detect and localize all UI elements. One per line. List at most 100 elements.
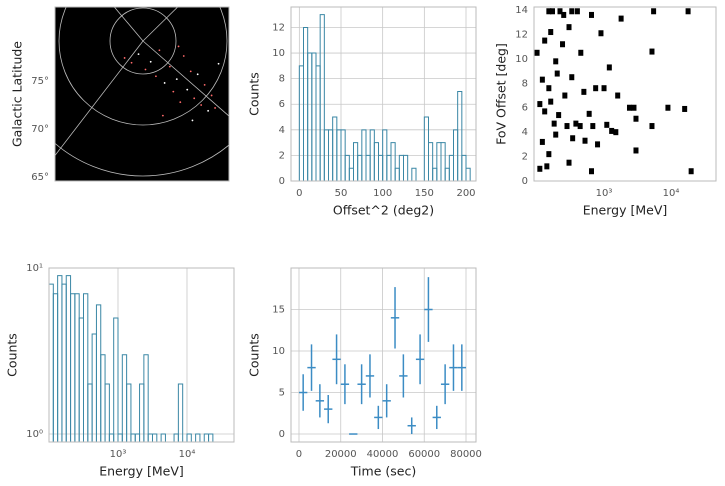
hist-bin xyxy=(61,283,67,442)
cell xyxy=(593,85,599,92)
hist-bin xyxy=(100,354,106,442)
hist-bin xyxy=(428,142,434,181)
cell xyxy=(534,49,540,56)
y-axis-label: Counts xyxy=(247,72,262,116)
x-tick-label: 20000 xyxy=(325,449,357,460)
event xyxy=(163,82,166,84)
event xyxy=(189,70,192,73)
cell xyxy=(595,141,601,148)
y-tick-label: 10⁰ xyxy=(26,429,43,440)
hist-bin xyxy=(403,154,409,181)
cell xyxy=(606,64,612,71)
y-axis-label: Galactic Latitude xyxy=(10,41,25,147)
event xyxy=(210,94,213,97)
hist-bin xyxy=(423,116,429,181)
x-axis-label: Energy [MeV] xyxy=(99,464,184,479)
x-axis-label: Offset^2 (deg2) xyxy=(333,203,434,218)
event xyxy=(161,114,164,117)
event xyxy=(207,109,210,112)
cell xyxy=(631,104,637,111)
cell xyxy=(649,123,655,130)
cell xyxy=(581,88,587,95)
hist-bin xyxy=(436,142,442,181)
hist-bin xyxy=(332,116,338,181)
cell xyxy=(553,58,559,65)
hist-bin xyxy=(70,293,76,442)
y-tick-label: 8 xyxy=(279,74,285,85)
hist-bin xyxy=(108,433,115,442)
hist-bin xyxy=(390,142,396,181)
y-tick-label: 15 xyxy=(272,305,285,316)
x-axis-label: Time (sec) xyxy=(350,464,416,479)
cell xyxy=(573,120,579,127)
cell xyxy=(544,163,550,170)
hist-bin xyxy=(134,433,141,442)
hist-bin xyxy=(113,317,119,442)
hist-bin xyxy=(126,383,132,442)
cell xyxy=(542,108,548,115)
y-tick-label: 2 xyxy=(279,150,285,161)
plot-frame xyxy=(290,267,477,443)
event xyxy=(177,45,180,48)
hist-bin xyxy=(457,90,463,181)
event xyxy=(130,61,133,64)
y-axis-label: FoV Offset [deg] xyxy=(494,43,509,145)
x-tick-label: 10⁴ xyxy=(663,188,680,199)
hist-bin xyxy=(87,383,93,442)
y-tick-label: 0 xyxy=(522,176,528,187)
hist-bin xyxy=(386,154,392,181)
y-tick-label: 5 xyxy=(279,388,285,399)
event xyxy=(172,90,175,93)
cell xyxy=(553,131,559,138)
cell xyxy=(570,135,576,142)
hist-bin xyxy=(298,65,304,181)
cell xyxy=(598,30,604,37)
y-tick-label: 65° xyxy=(31,172,49,183)
hist-bin xyxy=(365,154,371,181)
cell xyxy=(561,11,567,18)
x-tick-label: 60000 xyxy=(408,449,440,460)
y-tick-label: 12 xyxy=(515,29,528,40)
cell xyxy=(537,165,543,172)
cell xyxy=(682,105,688,112)
hist-bin xyxy=(95,304,102,442)
event xyxy=(203,83,206,86)
cell xyxy=(551,120,557,127)
event xyxy=(193,97,196,100)
x-tick-label: 10³ xyxy=(110,449,127,460)
x-tick-label: 0 xyxy=(296,449,302,460)
event xyxy=(175,78,178,80)
sky-background xyxy=(55,7,229,181)
hist-bin xyxy=(461,154,467,181)
x-tick-label: 10⁴ xyxy=(179,449,196,460)
x-tick-label: 200 xyxy=(456,188,475,199)
x-tick-label: 50 xyxy=(335,188,348,199)
event xyxy=(196,73,199,76)
x-tick-label: 0 xyxy=(296,188,302,199)
hist-bin xyxy=(91,333,97,442)
event xyxy=(155,75,157,78)
cell xyxy=(586,110,592,117)
hist-bin xyxy=(203,433,210,442)
y-axis-label: Counts xyxy=(247,333,262,377)
cell xyxy=(589,11,595,18)
y-tick-label: 10¹ xyxy=(26,263,43,274)
x-tick-label: 150 xyxy=(415,188,434,199)
cell xyxy=(577,123,583,130)
cell xyxy=(539,76,545,83)
hist-bin xyxy=(117,433,123,442)
hist-bin xyxy=(344,154,350,181)
y-tick-label: 75° xyxy=(31,76,49,87)
cell xyxy=(560,41,566,48)
cell xyxy=(604,121,610,128)
plot-frame xyxy=(533,6,717,182)
event xyxy=(214,107,216,109)
hist-bin xyxy=(160,433,166,442)
cell xyxy=(564,123,570,130)
cell xyxy=(613,129,619,136)
cell xyxy=(549,8,555,15)
y-tick-label: 0 xyxy=(279,176,285,187)
cell xyxy=(688,168,694,175)
event xyxy=(186,88,189,91)
hist-bin xyxy=(448,154,454,181)
